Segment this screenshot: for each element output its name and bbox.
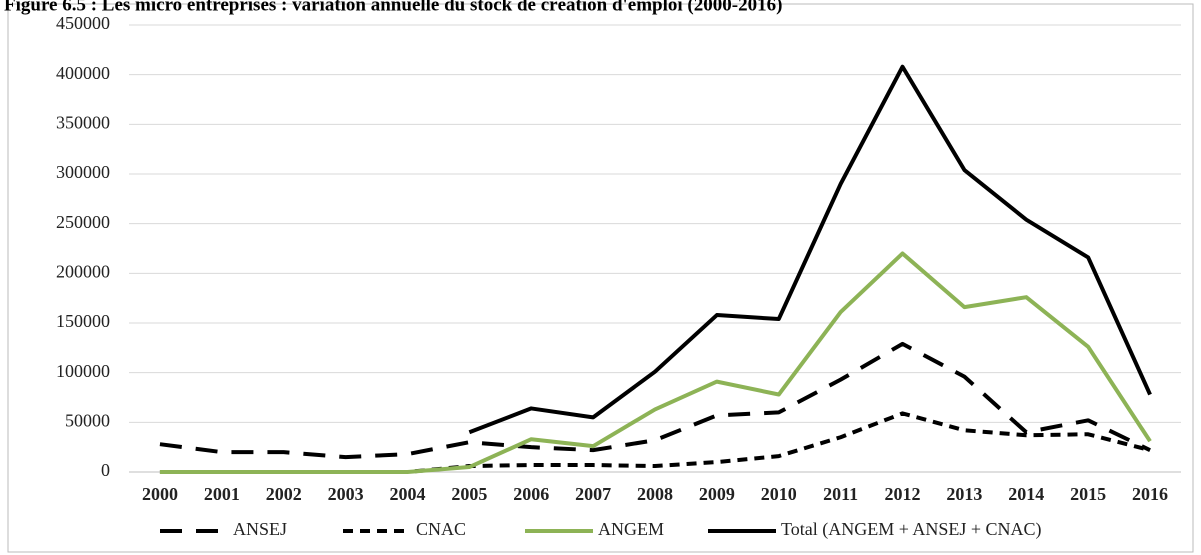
x-tick-label: 2007 xyxy=(575,484,611,504)
x-tick-label: 2006 xyxy=(513,484,549,504)
y-tick-label: 100000 xyxy=(56,361,110,381)
x-tick-label: 2016 xyxy=(1132,484,1168,504)
y-tick-label: 50000 xyxy=(65,410,110,430)
y-tick-label: 150000 xyxy=(56,311,110,331)
legend-label: Total (ANGEM + ANSEJ + CNAC) xyxy=(781,519,1042,540)
legend-label: ANSEJ xyxy=(233,519,287,539)
y-tick-label: 350000 xyxy=(56,112,110,132)
x-tick-label: 2014 xyxy=(1008,484,1044,504)
x-tick-label: 2011 xyxy=(823,484,858,504)
x-tick-label: 2002 xyxy=(266,484,302,504)
y-tick-label: 200000 xyxy=(56,261,110,281)
series-line xyxy=(159,341,1151,460)
y-tick-label: 300000 xyxy=(56,162,110,182)
chart-title: Figure 6.5 : Les micro entreprises : var… xyxy=(4,0,782,15)
x-tick-label: 2012 xyxy=(885,484,921,504)
x-tick-label: 2001 xyxy=(204,484,240,504)
legend-label: ANGEM xyxy=(598,519,664,539)
x-tick-label: 2009 xyxy=(699,484,735,504)
x-tick-label: 2005 xyxy=(451,484,487,504)
x-tick-label: 2008 xyxy=(637,484,673,504)
x-tick-label: 2003 xyxy=(328,484,364,504)
y-tick-label: 400000 xyxy=(56,63,110,83)
x-tick-label: 2013 xyxy=(946,484,982,504)
chart-border xyxy=(7,3,1194,553)
x-tick-label: 2004 xyxy=(389,484,425,504)
y-tick-label: 450000 xyxy=(56,13,110,33)
y-tick-label: 0 xyxy=(101,460,110,480)
x-tick-label: 2015 xyxy=(1070,484,1106,504)
series-line xyxy=(159,251,1152,474)
series-line xyxy=(468,64,1152,435)
x-tick-label: 2010 xyxy=(761,484,797,504)
y-tick-label: 250000 xyxy=(56,212,110,232)
legend-label: CNAC xyxy=(416,519,466,539)
x-tick-label: 2000 xyxy=(142,484,178,504)
series-line xyxy=(159,411,1151,474)
